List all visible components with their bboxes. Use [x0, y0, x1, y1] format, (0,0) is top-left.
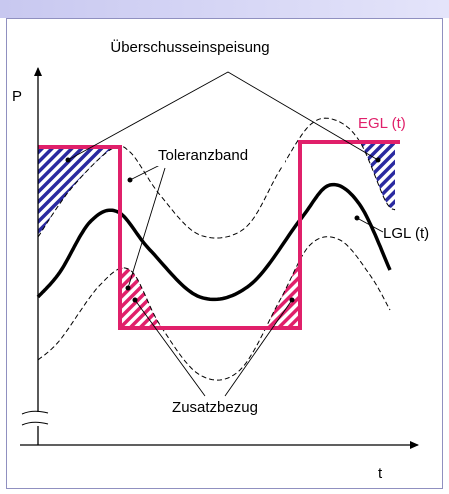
label-x: t [378, 465, 383, 482]
hatch [121, 267, 162, 328]
label-y: P [12, 88, 22, 105]
label-egl: EGL (t) [358, 115, 406, 132]
label-lgl: LGL (t) [383, 225, 429, 242]
egl-line [38, 140, 400, 330]
band-lower [37, 236, 391, 381]
leaders [67, 71, 384, 397]
lgl-curve [36, 182, 392, 302]
hatch [38, 147, 116, 237]
label-top: Überschusseinspeisung [110, 38, 269, 56]
band-upper [37, 117, 396, 239]
axis-break [21, 410, 49, 426]
label-bg [155, 146, 285, 166]
label-band: Toleranzband [158, 147, 248, 164]
axis-break-gap [28, 412, 48, 426]
title-bar [0, 0, 449, 18]
dots [65, 157, 381, 303]
label-bottom: Zusatzbezug [172, 399, 258, 416]
curves [36, 117, 396, 381]
